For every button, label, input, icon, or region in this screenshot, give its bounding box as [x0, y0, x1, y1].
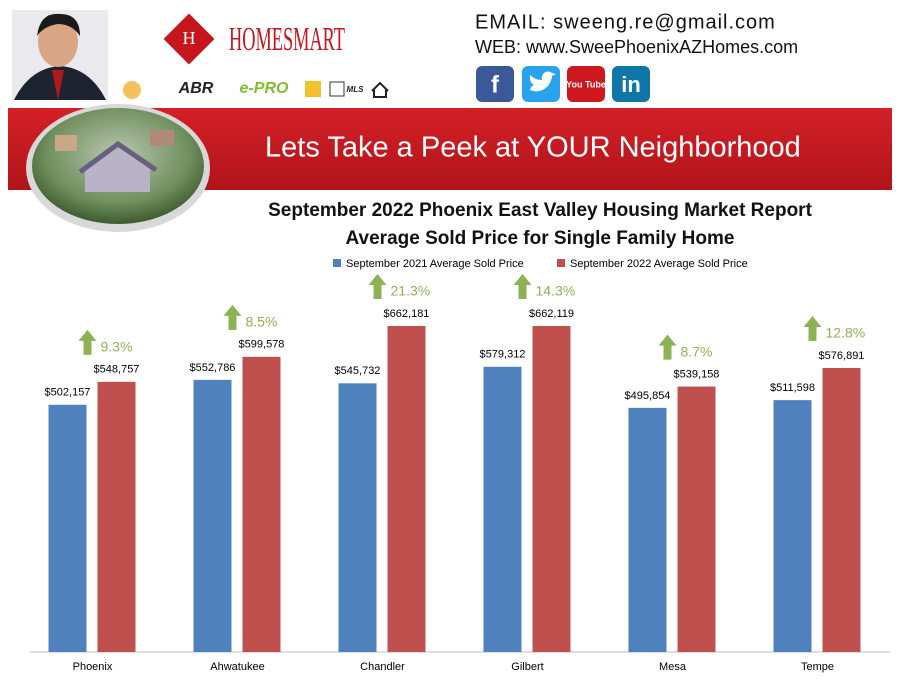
bar [532, 326, 571, 652]
social-label: You Tube [566, 79, 606, 89]
email: EMAIL: sweeng.re@gmail.com [475, 11, 776, 33]
badge: e-PRO [240, 80, 289, 97]
value-label: $545,732 [335, 365, 381, 377]
badges: ABR e-PRO MLS [123, 80, 389, 99]
chart-title: September 2022 Phoenix East Valley Housi… [268, 200, 812, 221]
bar [193, 379, 232, 652]
chart-subtitle: Average Sold Price for Single Family Hom… [346, 228, 735, 249]
x-tick-label: Phoenix [73, 661, 113, 673]
bar [48, 404, 87, 652]
facebook-icon[interactable] [476, 66, 514, 102]
web: WEB: www.SweePhoenixAZHomes.com [475, 37, 798, 57]
arrow [658, 334, 677, 360]
bar [387, 326, 426, 652]
change-label: 8.7% [681, 343, 713, 359]
value-label: $511,598 [770, 382, 815, 394]
value-label: $495,854 [625, 390, 671, 402]
logo-text: HOMESMART [229, 21, 345, 58]
change-label: 12.8% [826, 325, 866, 341]
legend-label: September 2022 Average Sold Price [570, 258, 748, 270]
badge: MLS [347, 85, 365, 94]
x-tick-label: Gilbert [511, 661, 543, 673]
change-label: 8.5% [246, 314, 278, 330]
bar [677, 386, 716, 652]
agent-photo [12, 10, 108, 100]
homesmart-logo: H HOMESMART [163, 13, 345, 65]
arrow [368, 274, 387, 299]
change-label: 14.3% [536, 283, 576, 299]
x-tick-label: Chandler [360, 661, 405, 673]
change-label: 9.3% [101, 339, 133, 355]
chart: September 2021 Average Sold Price Septemb… [30, 258, 890, 673]
svg-text:H: H [183, 28, 196, 48]
bar [628, 407, 667, 652]
x-tick-label: Mesa [659, 661, 687, 673]
linkedin-icon[interactable] [612, 66, 650, 102]
value-label: $502,157 [45, 387, 91, 399]
bar [338, 383, 377, 652]
x-tick-label: Tempe [801, 661, 834, 673]
social-icons: f You Tube in [476, 66, 650, 102]
x-tick-label: Ahwatukee [210, 661, 264, 673]
social-label: f [491, 71, 500, 98]
legend-swatch [333, 259, 341, 267]
arrow [78, 329, 97, 355]
arrow [223, 304, 242, 330]
badge: ABR [178, 80, 214, 97]
value-label: $599,578 [239, 339, 285, 351]
bar [822, 367, 861, 652]
social-label: in [621, 72, 641, 97]
arrow [513, 274, 532, 300]
legend-swatch [557, 259, 565, 267]
bar [483, 366, 522, 652]
value-label: $579,312 [480, 349, 526, 361]
banner-text: Lets Take a Peek at YOUR Neighborhood [265, 132, 801, 164]
value-label: $662,181 [384, 308, 430, 320]
value-label: $539,158 [674, 368, 720, 380]
youtube-icon[interactable] [567, 66, 605, 102]
bar [242, 356, 281, 652]
legend-label: September 2021 Average Sold Price [346, 258, 524, 270]
value-label: $552,786 [190, 362, 236, 374]
value-label: $548,757 [94, 364, 140, 376]
arrow [803, 315, 822, 341]
value-label: $662,119 [529, 308, 574, 320]
change-label: 21.3% [391, 283, 431, 299]
value-label: $576,891 [819, 350, 865, 362]
bar [97, 381, 136, 652]
bar [773, 400, 812, 652]
